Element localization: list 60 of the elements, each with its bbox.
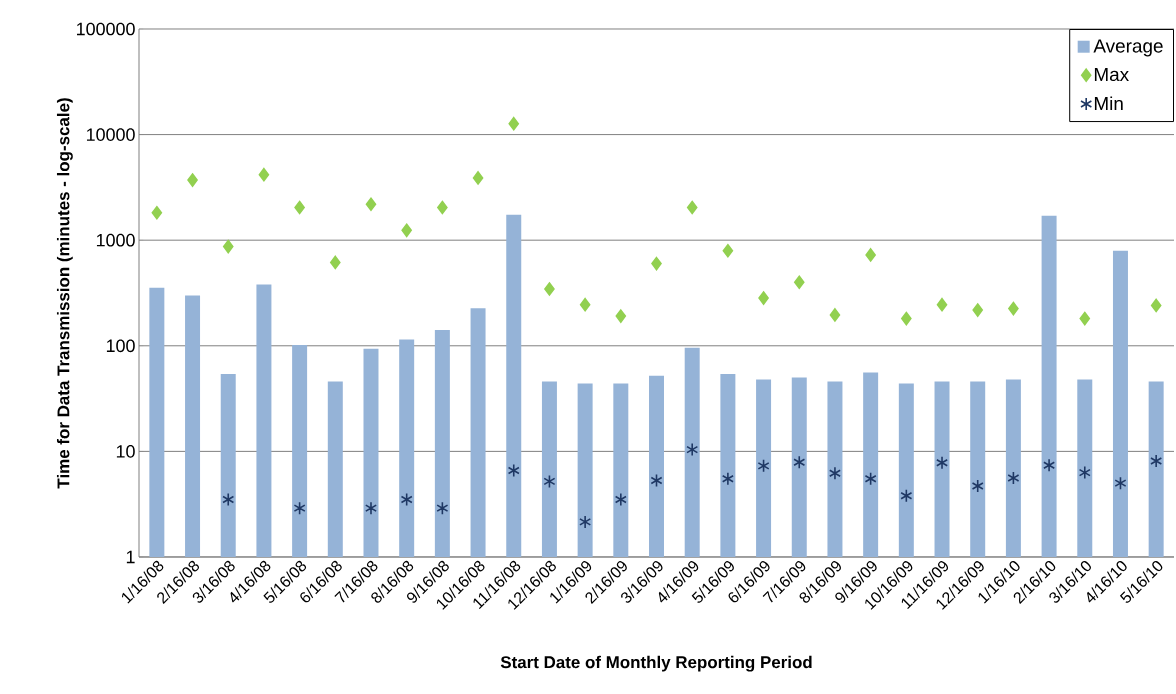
point bbox=[365, 501, 377, 515]
y-tick-label: 100 bbox=[106, 339, 135, 353]
point bbox=[901, 311, 912, 326]
point bbox=[972, 303, 984, 317]
point bbox=[401, 223, 412, 238]
point bbox=[1078, 465, 1091, 480]
point bbox=[829, 308, 841, 322]
y-tick-label: 10 bbox=[116, 445, 135, 458]
point bbox=[936, 455, 949, 470]
point bbox=[293, 501, 306, 515]
point bbox=[614, 492, 627, 507]
point bbox=[650, 473, 663, 488]
point bbox=[865, 248, 876, 262]
point bbox=[651, 256, 662, 271]
point bbox=[686, 200, 698, 215]
y-axis-title: Time for Data Transmission (minutes - log-scale) bbox=[56, 98, 73, 489]
point bbox=[436, 501, 449, 515]
point bbox=[1114, 476, 1127, 490]
point bbox=[936, 297, 948, 312]
legend-label: Average bbox=[1093, 39, 1163, 57]
y-tick-label: 10000 bbox=[86, 128, 135, 141]
point bbox=[400, 492, 413, 507]
point bbox=[330, 255, 341, 270]
point bbox=[187, 173, 198, 187]
point bbox=[828, 466, 841, 481]
y-tick-label: 1000 bbox=[96, 233, 135, 247]
y-tick-label: 100000 bbox=[77, 22, 135, 36]
point bbox=[151, 205, 163, 220]
point bbox=[472, 171, 484, 185]
point bbox=[579, 297, 591, 312]
point bbox=[686, 442, 699, 457]
point bbox=[793, 455, 806, 470]
point bbox=[900, 488, 913, 503]
point bbox=[222, 492, 235, 507]
point bbox=[757, 459, 770, 473]
x-axis-title: Start Date of Monthly Reporting Period bbox=[500, 655, 812, 672]
point bbox=[1008, 301, 1019, 316]
point bbox=[222, 239, 234, 254]
point bbox=[508, 116, 520, 131]
point bbox=[437, 200, 448, 215]
point bbox=[507, 463, 520, 478]
point bbox=[1007, 471, 1020, 485]
legend-label: Min bbox=[1094, 96, 1123, 111]
point bbox=[971, 479, 984, 493]
legend-label: Max bbox=[1094, 67, 1129, 82]
point bbox=[615, 309, 627, 323]
point bbox=[758, 291, 769, 305]
point bbox=[543, 474, 556, 489]
point bbox=[579, 515, 592, 529]
point bbox=[365, 197, 377, 212]
point bbox=[793, 275, 805, 290]
point bbox=[1079, 311, 1091, 326]
point bbox=[864, 472, 877, 486]
point bbox=[1043, 458, 1056, 472]
point bbox=[722, 243, 734, 258]
point bbox=[258, 167, 270, 182]
point bbox=[1150, 454, 1163, 468]
point bbox=[721, 472, 734, 486]
point bbox=[294, 200, 305, 215]
point bbox=[544, 282, 555, 296]
